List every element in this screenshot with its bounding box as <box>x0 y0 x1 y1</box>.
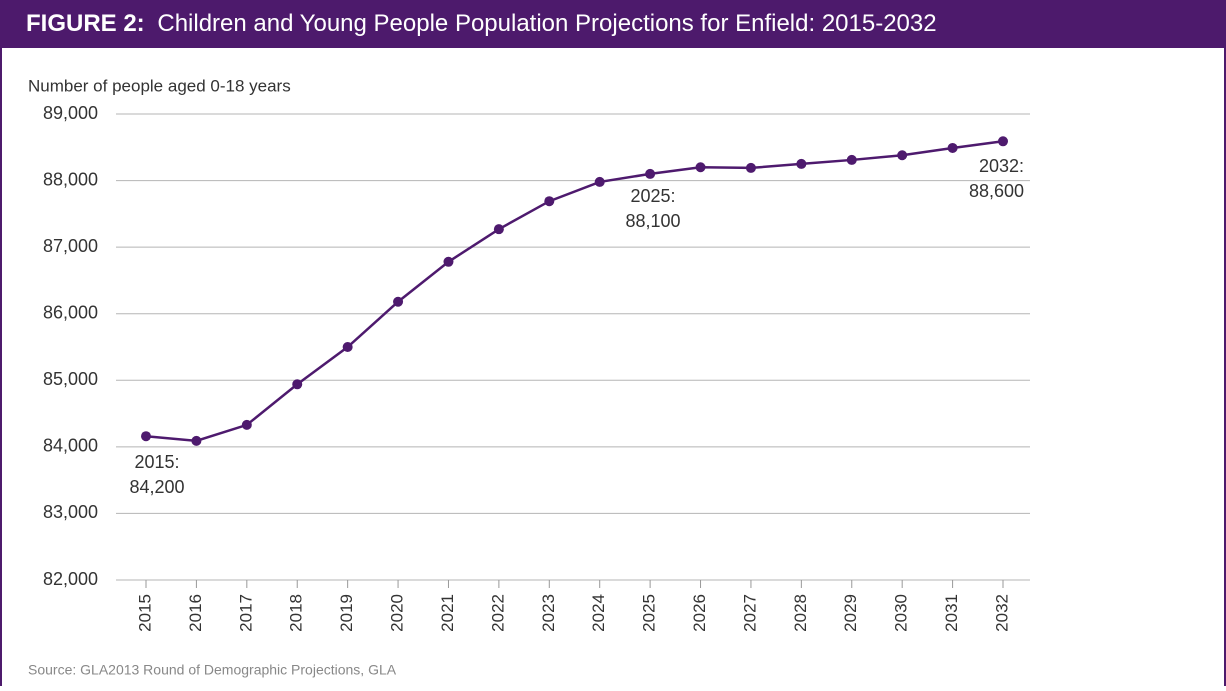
x-tick-label: 2016 <box>186 594 205 632</box>
x-tick-label: 2022 <box>488 594 507 632</box>
chart-title: Children and Young People Population Pro… <box>157 10 936 37</box>
x-tick-label: 2027 <box>740 594 759 632</box>
x-tick-label: 2018 <box>287 594 306 632</box>
data-point <box>796 158 807 169</box>
data-point <box>292 379 303 390</box>
y-tick-label: 86,000 <box>43 302 98 322</box>
data-point <box>947 142 958 153</box>
data-point <box>594 176 605 187</box>
header-bar <box>0 0 1226 48</box>
data-point <box>191 435 202 446</box>
series-line <box>145 140 1004 443</box>
x-tick-label: 2019 <box>337 594 356 632</box>
data-point <box>745 162 756 173</box>
annotation-value: 88,600 <box>969 181 1024 201</box>
y-tick-label: 87,000 <box>43 236 98 256</box>
x-tick-label: 2023 <box>539 594 558 632</box>
data-point <box>393 296 404 307</box>
annotation-year: 2032: <box>979 156 1024 176</box>
x-tick-label: 2020 <box>388 594 407 632</box>
x-tick-label: 2030 <box>892 594 911 632</box>
y-tick-label: 83,000 <box>43 502 98 522</box>
y-tick-label: 85,000 <box>43 369 98 389</box>
y-axis-label: Number of people aged 0-18 years <box>28 76 291 95</box>
x-tick-label: 2024 <box>589 594 608 632</box>
x-tick-label: 2021 <box>438 594 457 632</box>
figure-label: FIGURE 2: <box>26 10 145 37</box>
y-tick-label: 84,000 <box>43 436 98 456</box>
x-tick-label: 2026 <box>690 594 709 632</box>
data-point <box>141 431 151 442</box>
x-tick-label: 2015 <box>135 594 154 632</box>
x-tick-label: 2017 <box>236 594 255 632</box>
data-point <box>342 342 353 352</box>
annotation-value: 84,200 <box>129 477 184 497</box>
x-tick-label: 2031 <box>942 594 961 632</box>
annotation-value: 88,100 <box>625 211 680 231</box>
x-tick-label: 2029 <box>841 594 860 632</box>
header-title: FIGURE 2: Children and Young People Popu… <box>26 10 937 37</box>
data-point <box>998 136 1008 147</box>
data-point <box>241 419 252 430</box>
x-tick-label: 2032 <box>992 594 1011 632</box>
annotation-year: 2015: <box>134 452 179 472</box>
data-point <box>695 162 706 173</box>
data-point <box>443 256 454 267</box>
data-point <box>493 224 504 235</box>
data-point <box>897 150 908 161</box>
source-note: Source: GLA2013 Round of Demographic Pro… <box>28 662 397 678</box>
data-point <box>846 154 857 165</box>
y-tick-label: 82,000 <box>43 569 98 589</box>
data-point <box>544 196 555 207</box>
y-tick-label: 88,000 <box>43 169 98 189</box>
y-tick-label: 89,000 <box>43 103 98 123</box>
x-tick-label: 2028 <box>791 594 810 632</box>
x-tick-label: 2025 <box>640 594 659 632</box>
annotation-year: 2025: <box>630 186 675 206</box>
data-point <box>645 168 656 179</box>
